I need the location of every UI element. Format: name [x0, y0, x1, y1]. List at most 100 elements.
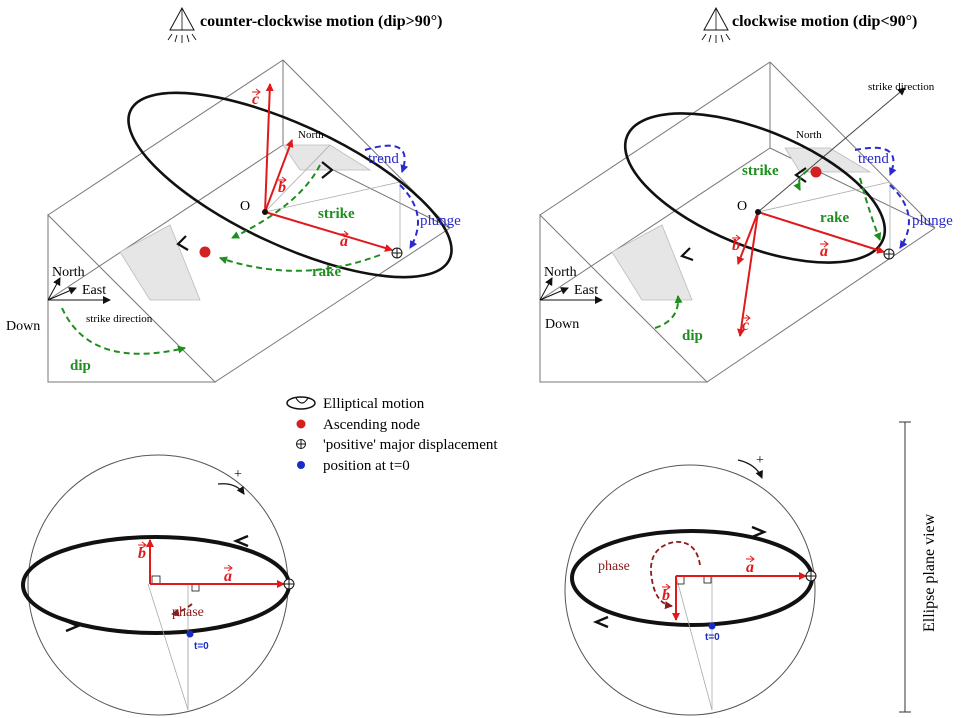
label-vec-a: a: [340, 233, 348, 250]
label-dip: dip: [682, 328, 703, 344]
ellipse-plane-view-bracket: Ellipse plane view: [899, 421, 938, 713]
label-east: East: [574, 283, 598, 298]
chevron-icon: [592, 615, 609, 629]
label-north-axis: North: [544, 265, 577, 280]
rake-arc: [859, 177, 882, 241]
plunge-arc: [889, 184, 910, 249]
label-vec-a: a: [746, 559, 754, 576]
title-right: clockwise motion (dip<90°): [732, 13, 917, 30]
vector-hat-icon: [662, 583, 671, 591]
positive-major-marker: [391, 247, 403, 259]
vector-a-right: [757, 211, 885, 254]
label-strike: strike: [742, 163, 779, 179]
vector-c-left: [264, 83, 274, 213]
plunge-arc: [399, 184, 419, 249]
label-down: Down: [545, 317, 579, 332]
label-east: East: [82, 283, 106, 298]
chevron-icon: [232, 534, 249, 548]
elliptical-motion-icon: [286, 396, 316, 410]
label-strike-direction: strike direction: [86, 313, 153, 325]
observer-eye-icon-left: [167, 6, 197, 43]
label-trend: trend: [368, 151, 399, 167]
rotation-direction-icon: [217, 483, 245, 495]
vector-hat-icon: [252, 88, 261, 96]
north-axis-arrow: [539, 277, 553, 301]
t0-position-legend-icon: [297, 461, 305, 469]
vector-hat-icon: [732, 234, 741, 242]
rake-arc: [219, 254, 381, 272]
strike-arc: [231, 164, 321, 239]
ascending-node-marker: [199, 246, 211, 258]
label-rake: rake: [820, 210, 850, 226]
label-origin: O: [737, 199, 747, 214]
label-phase: phase: [172, 605, 204, 620]
label-vec-a: a: [820, 243, 828, 260]
label-rake: rake: [312, 264, 342, 280]
strike-direction-axis: [757, 87, 906, 213]
reference-sphere: [564, 464, 816, 716]
positive-major-marker: [283, 578, 295, 590]
vector-hat-icon: [742, 314, 751, 322]
chevron-icon: [321, 161, 334, 179]
trend-arc: [364, 144, 409, 173]
label-vec-b: b: [138, 545, 146, 562]
label-ellipse-plane-view: Ellipse plane view: [921, 513, 938, 632]
label-plunge: plunge: [912, 213, 953, 229]
legend-ascending-node: Ascending node: [323, 417, 420, 433]
legend-positive-major: 'positive' major displacement: [323, 437, 498, 453]
chevron-icon: [65, 619, 82, 633]
chevron-icon: [176, 235, 189, 251]
vector-hat-icon: [746, 555, 755, 563]
label-vec-b: b: [662, 587, 670, 604]
label-vec-b: b: [278, 179, 286, 196]
label-vec-b: b: [732, 237, 740, 254]
origin-point: [262, 209, 268, 215]
ascending-node-marker: [810, 166, 822, 178]
title-left: counter-clockwise motion (dip>90°): [200, 13, 442, 30]
legend-position-t0: position at t=0: [323, 458, 410, 474]
trend-arc: [854, 146, 897, 176]
positive-major-legend-icon: [296, 439, 306, 449]
label-vec-c: c: [252, 91, 259, 108]
label-north-axis: North: [52, 265, 85, 280]
label-dip: dip: [70, 358, 91, 374]
label-t0: t=0: [194, 641, 209, 652]
vector-b-left: [264, 139, 294, 213]
vector-a-left: [264, 211, 393, 252]
vector-hat-icon: [820, 240, 829, 248]
chevron-icon: [794, 167, 807, 183]
chevron-icon: [680, 247, 694, 262]
label-plunge: plunge: [420, 213, 461, 229]
vector-c-right: [737, 211, 759, 337]
label-trend: trend: [858, 151, 889, 167]
strike-arc: [793, 169, 809, 191]
rotation-plus-label: +: [756, 453, 764, 468]
label-strike: strike: [318, 206, 355, 222]
rotation-direction-icon: [737, 459, 763, 479]
motion-ellipse-right: [623, 112, 887, 264]
legend: Elliptical motion Ascending node 'positi…: [286, 396, 498, 474]
motion-ellipse-left: [127, 91, 453, 279]
east-axis-arrow: [539, 287, 569, 301]
t0-point: [708, 622, 716, 630]
vector-hat-icon: [138, 541, 147, 549]
east-axis-arrow: [47, 287, 77, 301]
positive-major-marker: [805, 570, 817, 582]
phase-arc: [171, 603, 193, 617]
motion-ellipse: [570, 529, 814, 627]
label-vec-c: c: [742, 317, 749, 334]
rotation-plus-label: +: [234, 467, 242, 482]
dip-arc: [654, 295, 683, 329]
vector-b-right: [736, 211, 759, 265]
phase-arc: [650, 541, 701, 610]
origin-point: [755, 209, 761, 215]
label-origin: O: [240, 199, 250, 214]
top-left-panel: North North East Down strike direction O…: [6, 59, 461, 383]
legend-elliptical-motion: Elliptical motion: [323, 396, 425, 412]
label-t0: t=0: [705, 632, 720, 643]
t0-point: [186, 630, 194, 638]
label-strike-direction: strike direction: [868, 81, 935, 93]
dip-arc: [61, 307, 186, 355]
vector-hat-icon: [278, 176, 287, 184]
